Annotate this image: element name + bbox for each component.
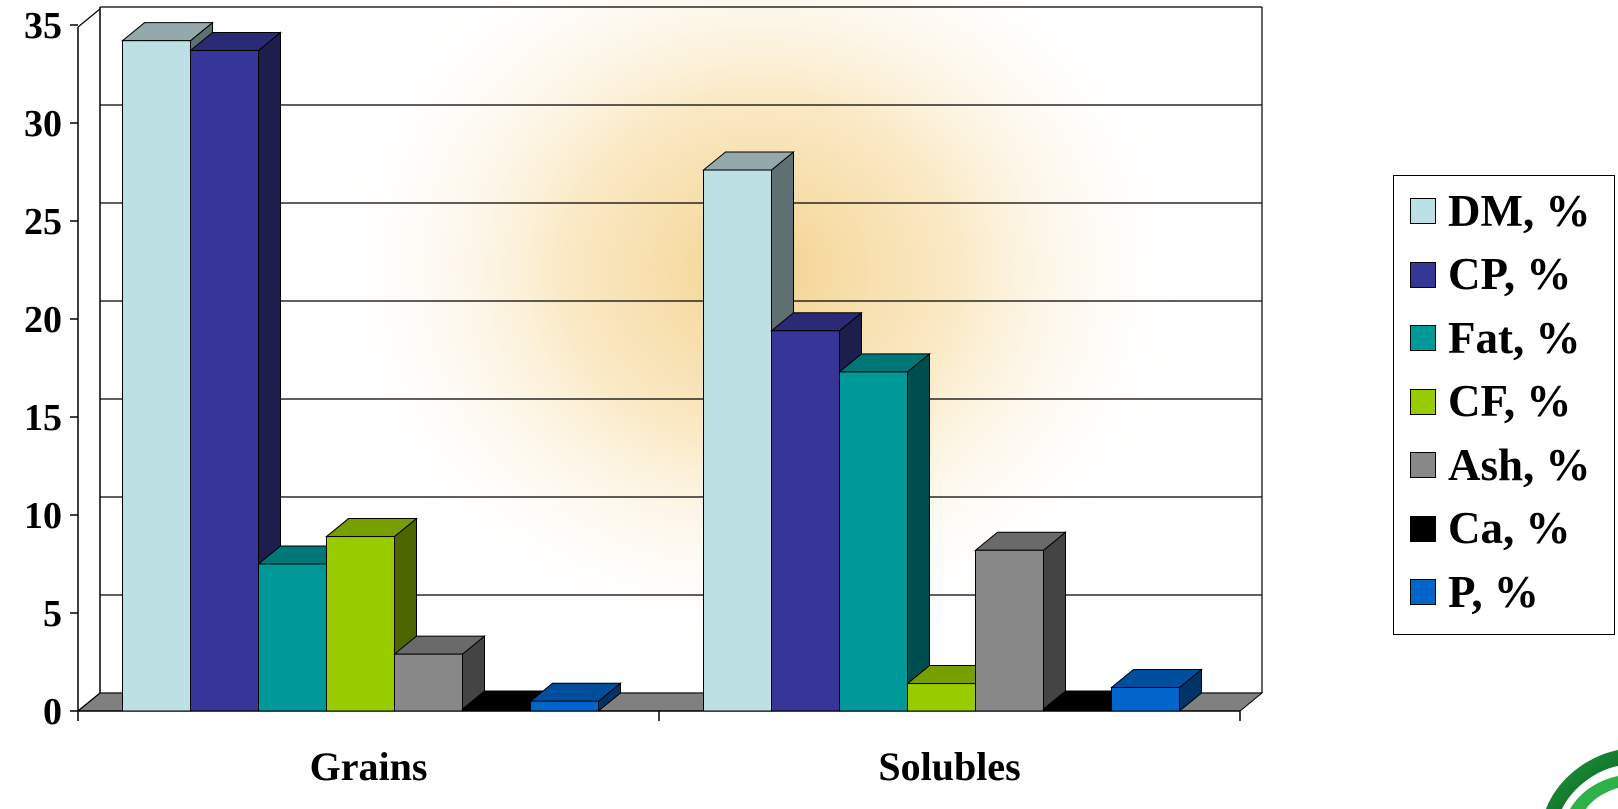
bar-side — [1043, 531, 1066, 713]
bar-front — [703, 169, 772, 712]
y-tick-label: 10 — [24, 495, 62, 537]
legend-label: CF, % — [1448, 376, 1572, 426]
bar-front — [326, 536, 395, 712]
bar-front — [1111, 686, 1180, 712]
legend-label: Fat, % — [1448, 312, 1581, 363]
y-tick-label: 5 — [43, 593, 62, 635]
legend-swatch — [1410, 515, 1436, 542]
y-tick-label: 15 — [24, 397, 62, 439]
legend-item: Ash, % — [1410, 440, 1591, 490]
legend-swatch — [1410, 261, 1436, 288]
tick-labels: 0 5 10 15 20 25 30 35 Grains Solubles — [24, 5, 1021, 789]
legend-label: DM, % — [1448, 185, 1591, 236]
y-tick-label: 35 — [24, 5, 62, 47]
bar-front — [394, 653, 463, 712]
bar — [1110, 668, 1203, 713]
legend-swatch — [1410, 325, 1436, 351]
legend-item: DM, % — [1410, 186, 1590, 236]
legend-swatch — [1410, 198, 1436, 224]
y-tick-label: 30 — [24, 103, 62, 145]
y-tick-label: 20 — [24, 299, 62, 341]
bar — [529, 682, 622, 713]
bar-front — [975, 549, 1044, 712]
y-tick-label: 25 — [24, 201, 62, 243]
y-tick-label: 0 — [43, 691, 62, 733]
bar-side — [907, 352, 930, 713]
bar-front — [122, 40, 191, 712]
bar-front — [1043, 708, 1112, 712]
bar-front — [907, 683, 976, 712]
bar — [838, 352, 931, 713]
bar-front — [771, 330, 840, 712]
legend-swatch — [1410, 579, 1436, 605]
legend-item: P, % — [1410, 567, 1539, 617]
bar-front — [462, 708, 531, 712]
bar — [189, 31, 282, 713]
bar-front — [258, 563, 327, 712]
bar-front — [190, 49, 259, 712]
legend-item: Fat, % — [1410, 313, 1580, 363]
legend-swatch — [1410, 388, 1436, 415]
bar — [974, 531, 1067, 713]
legend-label: Ash, % — [1448, 439, 1591, 490]
bar — [393, 635, 486, 713]
legend-item: Ca, % — [1410, 504, 1571, 554]
legend-label: Ca, % — [1448, 503, 1571, 553]
y-axis-depth — [77, 692, 101, 712]
y-axis-top-depth — [77, 8, 101, 28]
legend: DM, % CP, % Fat, % CF, % Ash, % Ca, % P, % — [1393, 175, 1615, 635]
legend-label: P, % — [1448, 566, 1539, 617]
legend-label: CP, % — [1448, 249, 1572, 299]
x-tick-label: Grains — [310, 744, 428, 789]
bar-front — [530, 700, 599, 712]
x-tick-label: Solubles — [878, 744, 1020, 789]
legend-swatch — [1410, 452, 1436, 478]
brand-logo-icon — [1546, 750, 1618, 809]
bars — [121, 21, 1203, 713]
legend-item: CF, % — [1410, 377, 1571, 427]
legend-item: CP, % — [1410, 250, 1571, 300]
bar-front — [839, 371, 908, 712]
